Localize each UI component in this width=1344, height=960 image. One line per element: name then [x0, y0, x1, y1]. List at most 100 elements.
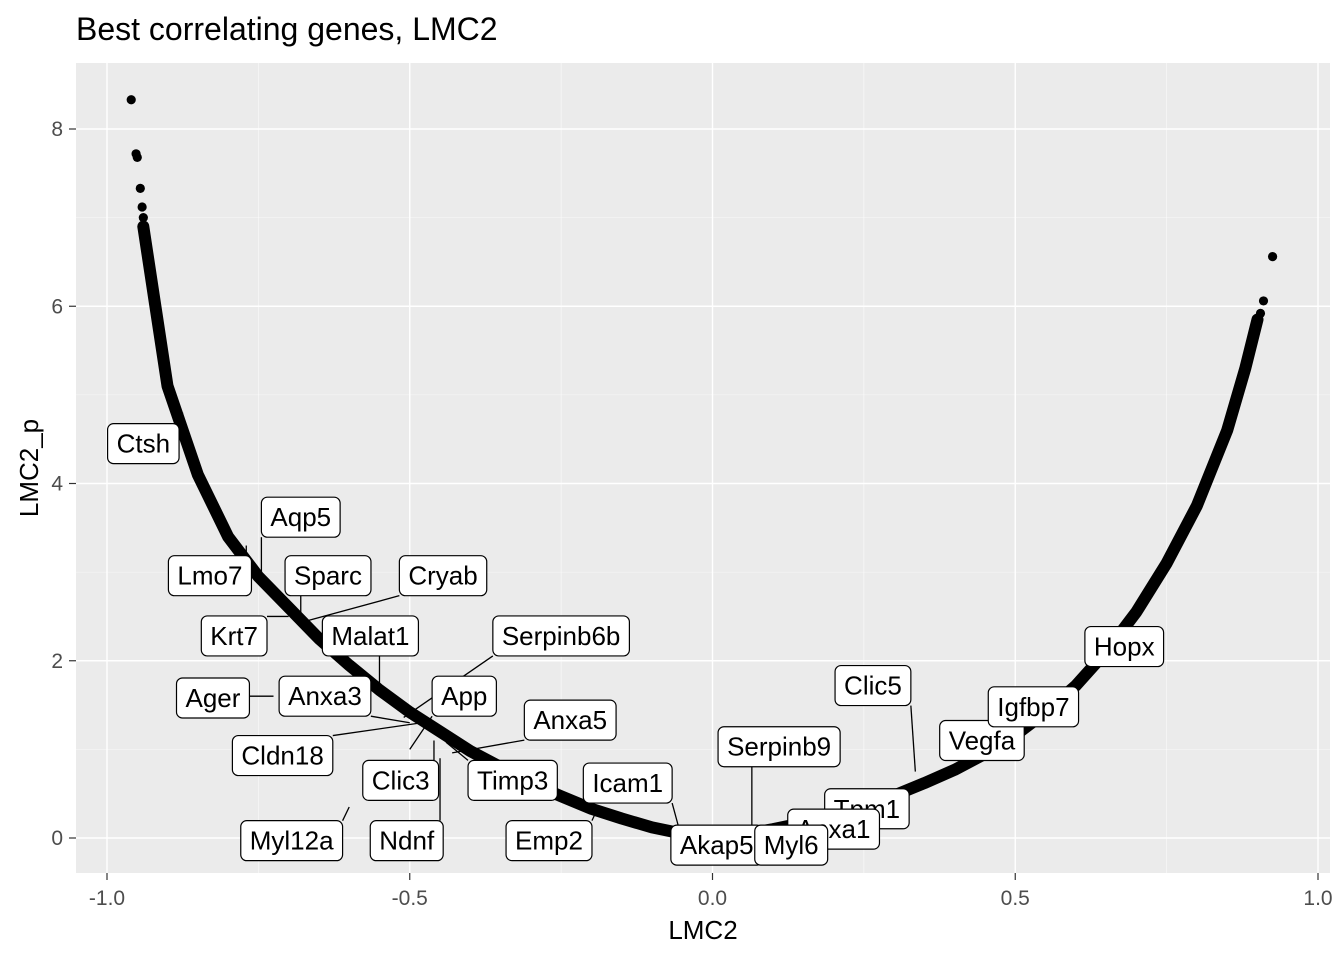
gene-label-text: Anxa3 [288, 681, 362, 711]
leader-line [370, 715, 410, 724]
gene-label-serpinb6b: Serpinb6b [492, 615, 630, 657]
gene-label-emp2: Emp2 [505, 820, 593, 862]
gene-label-ager: Ager [175, 677, 251, 719]
x-tick-label: 0.0 [698, 887, 727, 910]
x-tick-label: -0.5 [392, 887, 428, 910]
gene-label-text: Ager [186, 683, 241, 713]
x-tick-label: -1.0 [89, 887, 125, 910]
label-box [834, 664, 912, 707]
x-tick-label: 1.0 [1303, 887, 1332, 910]
label-box [505, 820, 593, 862]
data-point [141, 237, 151, 247]
gene-label-text: Myl12a [250, 826, 334, 856]
y-tick-label: 6 [51, 295, 63, 318]
label-box [717, 726, 841, 768]
gene-label-text: Clic3 [372, 765, 430, 795]
gene-label-text: Malat1 [331, 621, 409, 651]
y-tick-label: 4 [51, 473, 63, 496]
data-point [1255, 308, 1266, 318]
gene-label-vegfa: Vegfa [939, 719, 1025, 762]
y-tick-label: 0 [51, 827, 63, 850]
gene-label-anxa3: Anxa3 [278, 675, 372, 717]
gene-label-text: Hopx [1094, 632, 1155, 662]
leader-line [332, 721, 429, 737]
gene-label-text: Cldn18 [241, 741, 323, 771]
gene-label-cryab: Cryab [398, 555, 488, 597]
data-point [1251, 319, 1261, 329]
gene-label-clic5: Clic5 [834, 664, 912, 707]
label-box [175, 677, 251, 719]
data-point [172, 409, 182, 419]
label-box [431, 675, 497, 717]
gene-label-text: Igfbp7 [997, 692, 1069, 722]
y-tick-label: 2 [51, 650, 63, 673]
data-point [1232, 392, 1242, 402]
data-point [163, 381, 173, 391]
gene-label-malat1: Malat1 [321, 615, 420, 657]
label-box [106, 423, 180, 465]
gene-label-text: Clic5 [844, 671, 902, 701]
gene-label-text: Anxa5 [533, 705, 607, 735]
data-point [146, 269, 156, 279]
leader-line [910, 705, 916, 772]
label-box [369, 820, 444, 862]
data-point [1234, 384, 1244, 394]
x-axis-title: LMC2 [668, 915, 737, 945]
leader-line [452, 739, 525, 754]
label-box [987, 686, 1080, 728]
gene-labels: Ctsh Aqp5 Lmo7 Sparc Cryab Krt7 Malat1 Serpinb6… [106, 423, 1165, 866]
data-point [170, 402, 180, 412]
label-box [200, 615, 268, 657]
gene-label-text: Emp2 [515, 826, 583, 856]
gene-label-krt7: Krt7 [200, 615, 268, 657]
outlier-points [126, 95, 1278, 318]
label-box [362, 759, 440, 801]
label-box [1084, 625, 1165, 668]
gene-label-text: Ndnf [379, 826, 435, 856]
leader-line [591, 808, 599, 821]
label-leader-lines [178, 412, 1016, 831]
label-box [582, 762, 673, 804]
data-point [252, 570, 262, 580]
label-box [278, 675, 372, 717]
data-point [137, 202, 147, 212]
gene-label-myl12a: Myl12a [240, 820, 344, 862]
label-box [284, 555, 372, 597]
gene-label-ndnf: Ndnf [369, 820, 444, 862]
gene-label-serpinb9: Serpinb9 [717, 726, 841, 768]
gene-label-anxa5: Anxa5 [523, 699, 617, 741]
data-point [143, 253, 153, 263]
data-point [155, 333, 165, 343]
gene-label-text: Cryab [408, 561, 477, 591]
label-box [492, 615, 630, 657]
data-point [184, 445, 194, 455]
gene-label-text: Krt7 [210, 621, 258, 651]
label-box [231, 734, 334, 777]
data-point [182, 438, 192, 448]
chart-title: Best correlating genes, LMC2 [76, 11, 498, 47]
gene-label-myl6: Myl6 [754, 824, 829, 866]
gene-label-text: Serpinb6b [502, 621, 621, 651]
leader-line [306, 595, 400, 622]
data-point [1249, 329, 1259, 339]
data-point [189, 459, 199, 469]
label-box [321, 615, 420, 657]
data-point [138, 213, 148, 223]
label-box [260, 496, 341, 538]
gene-label-igfbp7: Igfbp7 [987, 686, 1080, 728]
gene-label-text: Akap5 [680, 830, 754, 860]
data-point [1242, 358, 1252, 368]
gene-label-clic3: Clic3 [362, 759, 440, 801]
gene-label-app: App [431, 675, 497, 717]
gene-label-text: Ctsh [117, 429, 170, 459]
gene-label-akap5: Akap5 [670, 824, 764, 866]
data-point [180, 431, 190, 441]
data-point [150, 301, 160, 311]
y-axis-title: LMC2_p [14, 419, 44, 517]
data-point [1244, 349, 1254, 359]
data-point [1246, 339, 1256, 349]
data-point [1222, 425, 1232, 435]
data-point [1258, 296, 1269, 306]
gene-label-text: Vegfa [949, 726, 1016, 756]
